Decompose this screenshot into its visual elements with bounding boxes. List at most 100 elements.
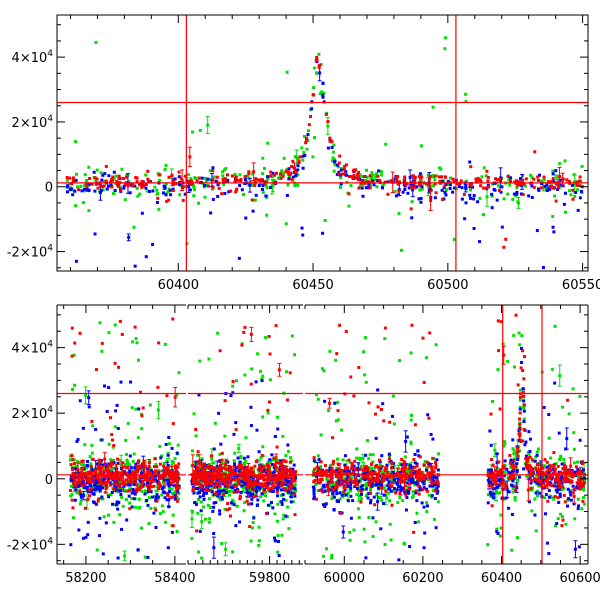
bottom-data-point [85,464,89,468]
top-data-point [87,209,91,213]
bottom-data-point [241,477,245,481]
bottom-data-point [112,487,116,491]
bottom-data-point [234,466,238,470]
bottom-data-point [222,492,226,496]
top-data-point [428,184,432,188]
bottom-data-point [431,484,435,488]
bottom-data-point [336,409,340,413]
bottom-data-point [412,457,416,461]
bottom-data-point [76,468,80,472]
bottom-data-point [430,475,434,479]
top-data-point [223,177,227,181]
top-data-point [111,175,115,179]
bottom-data-point [124,478,128,482]
bottom-data-point [276,494,280,498]
bottom-data-point [127,471,131,475]
bottom-data-point [354,476,358,480]
bottom-data-point [270,453,274,457]
bottom-data-point [237,481,241,485]
bottom-data-point [515,486,519,490]
top-data-point [339,182,343,186]
bottom-data-point [148,467,152,471]
bottom-data-point [399,477,403,481]
bottom-data-point [511,490,515,494]
bottom-data-point [376,480,380,484]
bottom-data-point [290,474,294,478]
top-data-point [562,202,566,206]
bottom-data-point [97,486,101,490]
bottom-data-point [322,485,326,489]
bottom-data-point [397,478,401,482]
top-data-point [114,174,118,178]
bottom-data-point [280,533,284,537]
top-data-point [381,184,385,188]
top-data-point [274,171,278,175]
top-data-point [333,163,337,167]
bottom-data-point [325,468,329,472]
bottom-data-point [164,520,168,524]
bottom-data-point [191,480,195,484]
bottom-data-point [382,493,386,497]
bottom-data-point [362,350,366,354]
top-data-point [66,184,70,188]
bottom-data-point [510,548,514,552]
bottom-data-point [198,475,202,479]
bottom-data-point [146,474,150,478]
bottom-data-point [168,482,172,486]
bottom-data-point [343,488,347,492]
top-x-tick-label-2: 60500 [427,278,468,293]
top-data-point [296,183,300,187]
bottom-data-point [495,530,499,534]
bottom-data-point [354,468,358,472]
top-data-point [410,180,414,184]
bottom-data-point [240,343,244,347]
top-data-point [206,123,210,127]
bottom-x-tick-label-0-0: 58200 [65,571,106,586]
top-data-point [252,170,256,174]
bottom-data-point [85,459,89,463]
bottom-data-point [436,484,440,488]
top-data-point [514,179,518,183]
top-data-point [85,178,89,182]
bottom-plot-area-0 [57,317,186,562]
top-data-point [235,178,239,182]
bottom-data-point [227,469,231,473]
bottom-data-point [119,489,123,493]
top-data-point [87,189,91,193]
bottom-data-point [429,484,433,488]
bottom-data-point [279,484,283,488]
bottom-data-point [133,465,137,469]
bottom-data-point [363,469,367,473]
bottom-data-point [140,414,144,418]
bottom-data-point [156,408,160,412]
bottom-data-point [552,467,556,471]
top-data-point [326,120,330,124]
top-data-point [330,140,334,144]
bottom-data-point [404,508,408,512]
bottom-data-point [395,481,399,485]
bottom-data-point [382,478,386,482]
top-data-point [524,177,528,181]
bottom-data-point [378,469,382,473]
bottom-data-point [344,470,348,474]
bottom-data-point [241,472,245,476]
top-data-point [347,204,351,208]
bottom-data-point [288,467,292,471]
bottom-data-point [107,331,111,335]
bottom-data-point [398,480,402,484]
bottom-data-point [249,479,253,483]
bottom-data-point [511,447,515,451]
bottom-data-point [205,475,209,479]
bottom-data-point [414,475,418,479]
top-data-point [331,156,335,160]
bottom-data-point [346,469,350,473]
bottom-data-point [388,499,392,503]
top-data-point [567,189,571,193]
top-data-point [171,183,175,187]
top-data-point [360,179,364,183]
top-data-point [99,171,103,175]
top-data-point [433,196,437,200]
top-data-point [411,184,415,188]
bottom-data-point [199,472,203,476]
bottom-data-point [228,466,232,470]
